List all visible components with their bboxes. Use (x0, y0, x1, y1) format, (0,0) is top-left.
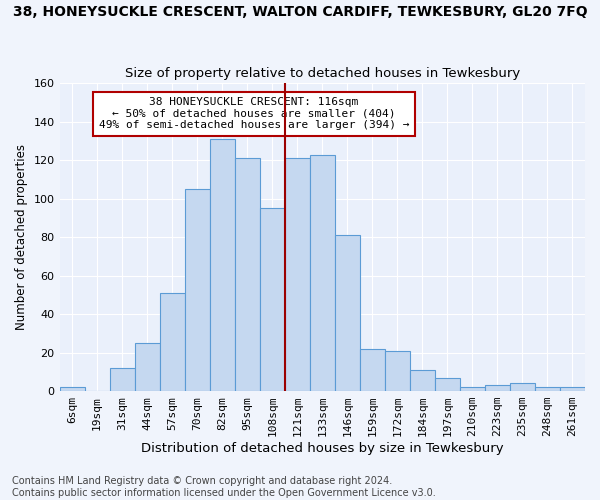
Bar (485, 386, 510, 391)
Bar (160, 293, 185, 391)
Bar (260, 208, 285, 391)
X-axis label: Distribution of detached houses by size in Tewkesbury: Distribution of detached houses by size … (141, 442, 503, 455)
Bar (209, 139, 235, 391)
Title: Size of property relative to detached houses in Tewkesbury: Size of property relative to detached ho… (125, 66, 520, 80)
Text: 38 HONEYSUCKLE CRESCENT: 116sqm
← 50% of detached houses are smaller (404)
49% o: 38 HONEYSUCKLE CRESCENT: 116sqm ← 50% of… (99, 98, 409, 130)
Bar (410, 370, 435, 391)
Bar (360, 349, 385, 391)
Y-axis label: Number of detached properties: Number of detached properties (15, 144, 28, 330)
Bar (510, 384, 535, 391)
Bar (285, 158, 310, 391)
Bar (310, 154, 335, 391)
Bar (460, 387, 485, 391)
Bar (385, 350, 410, 391)
Text: 38, HONEYSUCKLE CRESCENT, WALTON CARDIFF, TEWKESBURY, GL20 7FQ: 38, HONEYSUCKLE CRESCENT, WALTON CARDIFF… (13, 5, 587, 19)
Bar (185, 189, 209, 391)
Bar (235, 158, 260, 391)
Bar (335, 236, 360, 391)
Bar (59, 387, 85, 391)
Bar (134, 343, 160, 391)
Bar (560, 387, 585, 391)
Text: Contains HM Land Registry data © Crown copyright and database right 2024.
Contai: Contains HM Land Registry data © Crown c… (12, 476, 436, 498)
Bar (435, 378, 460, 391)
Bar (110, 368, 134, 391)
Bar (535, 387, 560, 391)
